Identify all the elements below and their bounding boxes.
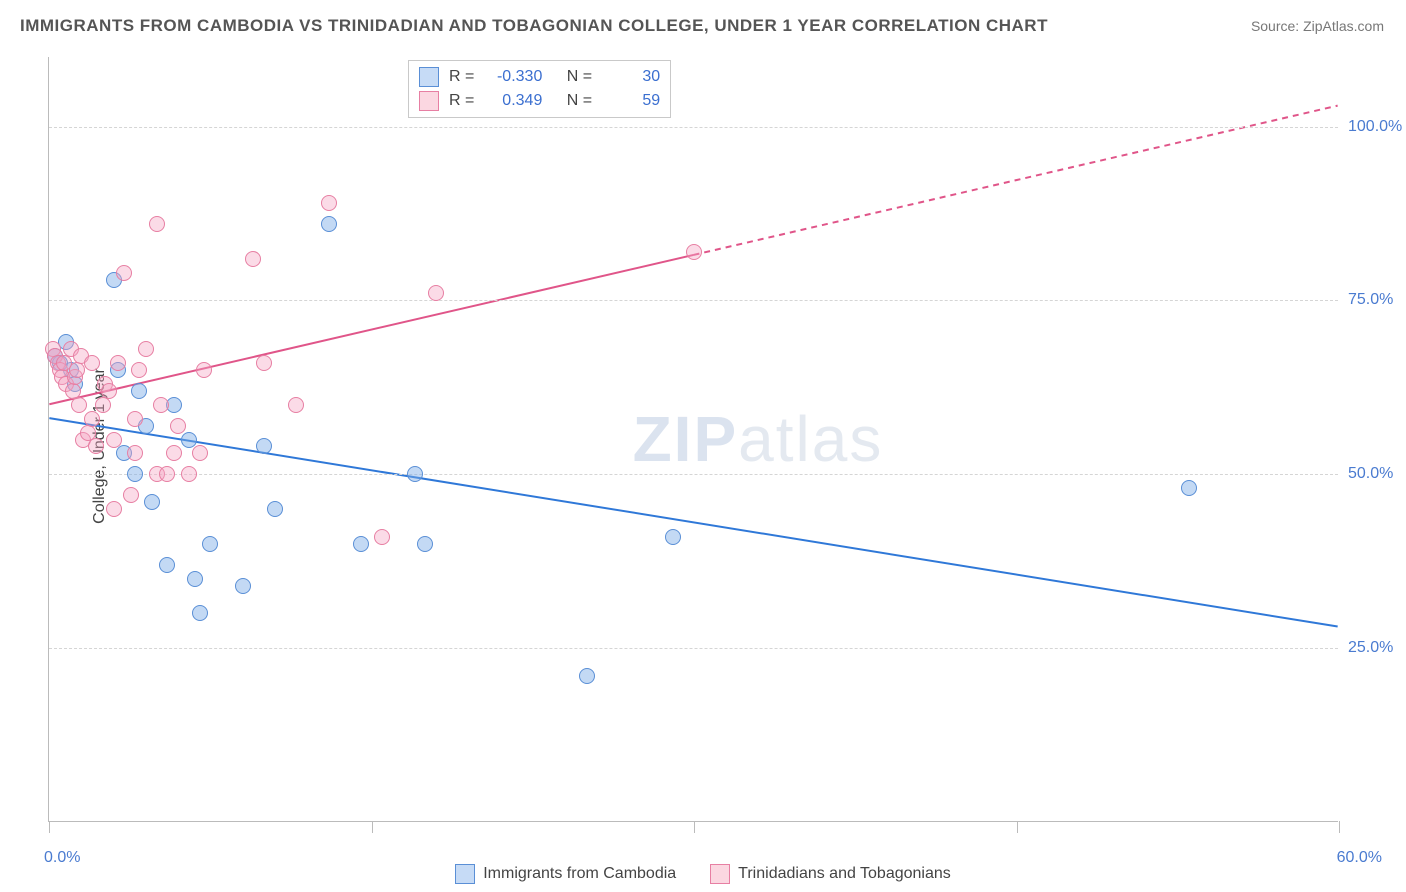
scatter-point — [288, 397, 304, 413]
scatter-point — [407, 466, 423, 482]
scatter-point — [196, 362, 212, 378]
legend-label-pink: Trinidadians and Tobagonians — [738, 865, 951, 883]
scatter-point — [131, 362, 147, 378]
r-value-pink: 0.349 — [484, 89, 542, 113]
watermark-atlas: atlas — [738, 403, 883, 475]
gridline-h — [49, 648, 1338, 649]
x-tick — [1339, 821, 1340, 833]
scatter-point — [71, 397, 87, 413]
y-tick-label: 100.0% — [1348, 118, 1406, 136]
y-tick-label: 50.0% — [1348, 465, 1406, 483]
scatter-point — [144, 494, 160, 510]
watermark: ZIPatlas — [633, 402, 884, 476]
r-label: R = — [449, 89, 474, 113]
scatter-point — [153, 397, 169, 413]
scatter-point — [235, 578, 251, 594]
legend-label-blue: Immigrants from Cambodia — [483, 865, 676, 883]
x-tick — [49, 821, 50, 833]
scatter-point — [149, 216, 165, 232]
scatter-point — [256, 438, 272, 454]
scatter-point — [95, 397, 111, 413]
legend-stats-row-blue: R = -0.330 N = 30 — [419, 65, 660, 89]
scatter-point — [192, 605, 208, 621]
scatter-point — [579, 668, 595, 684]
scatter-point — [353, 536, 369, 552]
r-label: R = — [449, 65, 474, 89]
scatter-point — [69, 362, 85, 378]
trend-lines-layer — [49, 57, 1338, 821]
n-value-blue: 30 — [602, 65, 660, 89]
scatter-point — [1181, 480, 1197, 496]
scatter-point — [428, 285, 444, 301]
chart-container: IMMIGRANTS FROM CAMBODIA VS TRINIDADIAN … — [0, 0, 1406, 892]
source-label: Source: ZipAtlas.com — [1251, 18, 1384, 34]
scatter-point — [321, 216, 337, 232]
gridline-h — [49, 300, 1338, 301]
n-label: N = — [567, 65, 592, 89]
n-label: N = — [567, 89, 592, 113]
plot-area: ZIPatlas 25.0%50.0%75.0%100.0% — [48, 57, 1338, 822]
swatch-pink — [710, 864, 730, 884]
scatter-point — [110, 355, 126, 371]
scatter-point — [127, 445, 143, 461]
x-tick-last: 60.0% — [1337, 849, 1382, 867]
scatter-point — [127, 466, 143, 482]
scatter-point — [101, 383, 117, 399]
legend-item-pink: Trinidadians and Tobagonians — [710, 864, 951, 884]
scatter-point — [131, 383, 147, 399]
legend-stats-box: R = -0.330 N = 30 R = 0.349 N = 59 — [408, 60, 671, 118]
scatter-point — [127, 411, 143, 427]
scatter-point — [417, 536, 433, 552]
swatch-blue — [419, 67, 439, 87]
x-tick-first: 0.0% — [44, 849, 80, 867]
gridline-h — [49, 127, 1338, 128]
scatter-point — [84, 355, 100, 371]
scatter-point — [245, 251, 261, 267]
gridline-h — [49, 474, 1338, 475]
scatter-point — [88, 438, 104, 454]
scatter-point — [181, 432, 197, 448]
scatter-point — [166, 445, 182, 461]
scatter-point — [181, 466, 197, 482]
scatter-point — [374, 529, 390, 545]
bottom-legend: Immigrants from Cambodia Trinidadians an… — [0, 864, 1406, 884]
scatter-point — [123, 487, 139, 503]
scatter-point — [116, 265, 132, 281]
n-value-pink: 59 — [602, 89, 660, 113]
scatter-point — [106, 432, 122, 448]
scatter-point — [159, 557, 175, 573]
x-tick — [372, 821, 373, 833]
scatter-point — [84, 411, 100, 427]
r-value-blue: -0.330 — [484, 65, 542, 89]
scatter-point — [686, 244, 702, 260]
scatter-point — [267, 501, 283, 517]
scatter-point — [159, 466, 175, 482]
y-tick-label: 75.0% — [1348, 291, 1406, 309]
watermark-zip: ZIP — [633, 403, 739, 475]
scatter-point — [321, 195, 337, 211]
scatter-point — [192, 445, 208, 461]
swatch-pink — [419, 91, 439, 111]
scatter-point — [665, 529, 681, 545]
scatter-point — [170, 418, 186, 434]
legend-item-blue: Immigrants from Cambodia — [455, 864, 676, 884]
scatter-point — [138, 341, 154, 357]
x-tick — [1017, 821, 1018, 833]
swatch-blue — [455, 864, 475, 884]
chart-title: IMMIGRANTS FROM CAMBODIA VS TRINIDADIAN … — [20, 16, 1048, 36]
scatter-point — [106, 501, 122, 517]
scatter-point — [202, 536, 218, 552]
y-tick-label: 25.0% — [1348, 639, 1406, 657]
scatter-point — [256, 355, 272, 371]
scatter-point — [187, 571, 203, 587]
x-tick — [694, 821, 695, 833]
legend-stats-row-pink: R = 0.349 N = 59 — [419, 89, 660, 113]
